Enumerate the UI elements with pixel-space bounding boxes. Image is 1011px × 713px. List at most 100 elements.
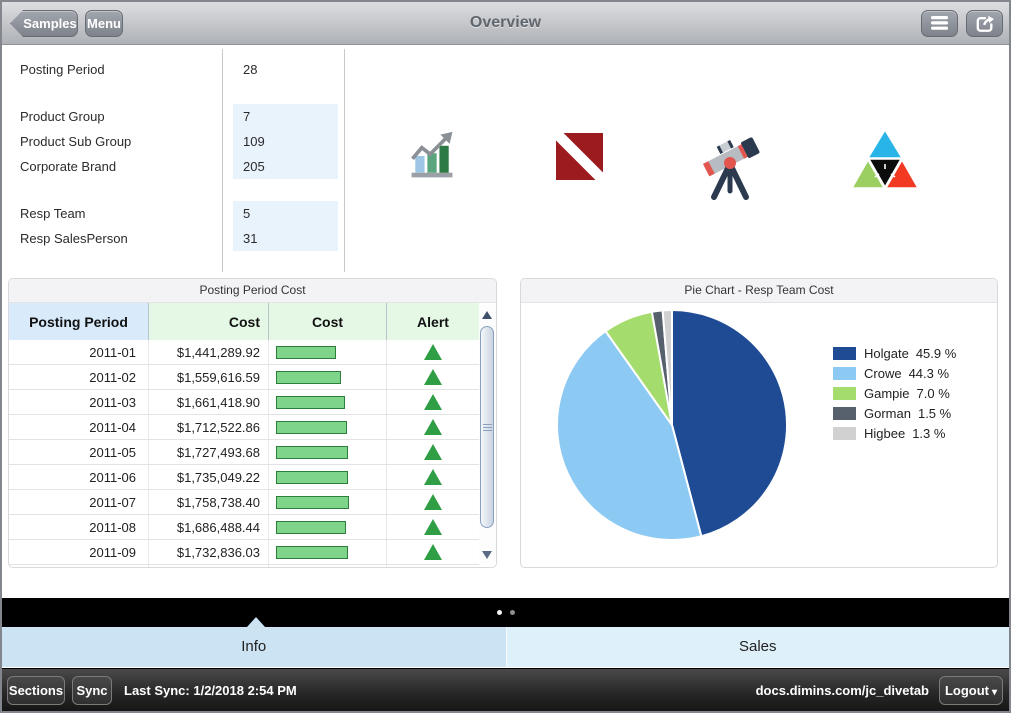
pie-slice-crowe[interactable] — [556, 329, 703, 541]
column-header-alert[interactable]: Alert — [387, 303, 479, 340]
page-dot-1[interactable] — [496, 610, 502, 615]
table-scrollbar[interactable] — [479, 305, 496, 565]
alert-cell — [387, 465, 479, 489]
table-row[interactable]: 2011-02 $1,559,616.59 — [9, 365, 479, 390]
legend-swatch — [833, 427, 856, 440]
menu-button[interactable]: Menu — [85, 10, 123, 37]
stats-row[interactable]: Product Group 7 — [12, 104, 338, 129]
alert-cell — [387, 415, 479, 439]
cost-cell: $1,758,738.40 — [149, 490, 269, 514]
stats-row[interactable]: Posting Period 28 — [12, 57, 338, 82]
period-cell: 2011-04 — [9, 415, 149, 439]
bottom-tabs: Info Sales — [2, 627, 1009, 667]
table-row[interactable]: 2011-01 $1,441,289.92 — [9, 340, 479, 365]
legend-percentage: 44.3 % — [908, 366, 950, 381]
stats-row[interactable]: Product Sub Group 109 — [12, 129, 338, 154]
stats-label: Corporate Brand — [20, 159, 117, 174]
legend-label: Holgate — [864, 346, 909, 361]
legend-item: Crowe 44.3 % — [833, 366, 956, 381]
pie-slice-higbee[interactable] — [661, 308, 673, 426]
scrollbar-grip-icon — [483, 424, 492, 432]
scrollbar-thumb[interactable] — [480, 326, 494, 528]
chevron-down-icon: ▾ — [992, 687, 998, 698]
dive-flag-icon[interactable] — [556, 133, 603, 185]
tab-info[interactable]: Info — [2, 627, 506, 667]
sync-button[interactable]: Sync — [72, 676, 112, 705]
table-row[interactable]: 2011-08 $1,686,488.44 — [9, 515, 479, 540]
sections-button[interactable]: Sections — [7, 676, 65, 705]
triangle-chart-icon[interactable] — [849, 128, 921, 197]
table-row[interactable]: 2011-04 $1,712,522.86 — [9, 415, 479, 440]
alert-cell — [387, 515, 479, 539]
cost-cell: $1,441,289.92 — [149, 340, 269, 364]
list-menu-button[interactable] — [921, 10, 958, 37]
cost-bar-cell — [269, 540, 387, 564]
stats-row[interactable]: Resp Team 5 — [12, 201, 338, 226]
cost-table: Posting Period Cost Cost Alert 2011-01 $1… — [9, 303, 496, 567]
cost-bar-cell — [269, 365, 387, 389]
stats-row[interactable]: Corporate Brand 205 — [12, 154, 338, 179]
samples-back-button[interactable]: Samples — [10, 10, 78, 37]
cost-bar-cell — [269, 465, 387, 489]
alert-cell — [387, 490, 479, 514]
stats-group: Product Group 7 Product Sub Group 109 Corpor… — [12, 104, 338, 179]
cost-bar-cell — [269, 415, 387, 439]
logout-button[interactable]: Logout ▾ — [939, 676, 1003, 705]
pie-legend: Holgate 45.9 % Crowe 44.3 % Gampie 7.0 % Gorma… — [833, 346, 956, 447]
scroll-down-icon[interactable] — [482, 551, 492, 559]
resp-team-cost-pie[interactable] — [554, 307, 790, 543]
stats-label: Resp Team — [20, 206, 86, 221]
alert-up-icon — [424, 469, 442, 485]
active-tab-notch — [247, 617, 265, 627]
cost-bar-cell — [269, 440, 387, 464]
last-sync-status: Last Sync: 1/2/2018 2:54 PM — [124, 683, 297, 698]
cost-cell: $1,686,488.44 — [149, 515, 269, 539]
stats-value: 7 — [233, 104, 338, 129]
legend-label: Gampie — [864, 386, 910, 401]
share-icon — [975, 15, 995, 36]
legend-item: Holgate 45.9 % — [833, 346, 956, 361]
column-header-cost-bar[interactable]: Cost — [269, 303, 387, 340]
stats-row[interactable]: Resp SalesPerson 31 — [12, 226, 338, 251]
alert-up-icon — [424, 519, 442, 535]
page-indicator-bar — [2, 598, 1009, 627]
stats-label: Resp SalesPerson — [20, 231, 128, 246]
cost-cell: $1,727,493.68 — [149, 440, 269, 464]
pie-slice-holgate[interactable] — [671, 308, 788, 538]
stats-value: 31 — [233, 226, 338, 251]
alert-cell — [387, 365, 479, 389]
cost-bar-cell — [269, 390, 387, 414]
pie-chart-panel: Pie Chart - Resp Team Cost Holgate 45.9 %… — [520, 278, 998, 568]
stats-group: Resp Team 5 Resp SalesPerson 31 — [12, 201, 338, 251]
table-row[interactable]: 2011-09 $1,732,836.03 — [9, 540, 479, 565]
alert-cell — [387, 390, 479, 414]
legend-percentage: 1.5 % — [917, 406, 952, 421]
table-row[interactable]: 2011-05 $1,727,493.68 — [9, 440, 479, 465]
cost-bar — [276, 395, 345, 409]
table-row[interactable]: 2011-06 $1,735,049.22 — [9, 465, 479, 490]
share-button[interactable] — [966, 10, 1003, 37]
table-row[interactable]: 2011-07 $1,758,738.40 — [9, 490, 479, 515]
alert-up-icon — [424, 344, 442, 360]
cost-bar — [276, 345, 336, 359]
alert-up-icon — [424, 394, 442, 410]
column-header-posting-period[interactable]: Posting Period — [9, 303, 149, 340]
telescope-icon[interactable] — [699, 131, 765, 210]
scroll-up-icon[interactable] — [482, 311, 492, 319]
main-content: Posting Period 28 Product Group 7 Product Su… — [2, 45, 1009, 598]
legend-swatch — [833, 367, 856, 380]
table-row[interactable]: 2011-03 $1,661,418.90 — [9, 390, 479, 415]
dimension-stats-list: Posting Period 28 Product Group 7 Product Su… — [12, 57, 338, 251]
page-dot-2[interactable] — [509, 610, 515, 615]
legend-item: Higbee 1.3 % — [833, 426, 956, 441]
stats-label: Product Sub Group — [20, 134, 132, 149]
column-header-cost[interactable]: Cost — [149, 303, 269, 340]
legend-swatch — [833, 407, 856, 420]
cost-bar-cell — [269, 490, 387, 514]
period-cell: 2011-09 — [9, 540, 149, 564]
hamburger-icon — [930, 16, 949, 34]
tab-sales[interactable]: Sales — [505, 627, 1009, 667]
growth-chart-icon[interactable] — [406, 130, 458, 187]
cost-bar — [276, 545, 348, 559]
